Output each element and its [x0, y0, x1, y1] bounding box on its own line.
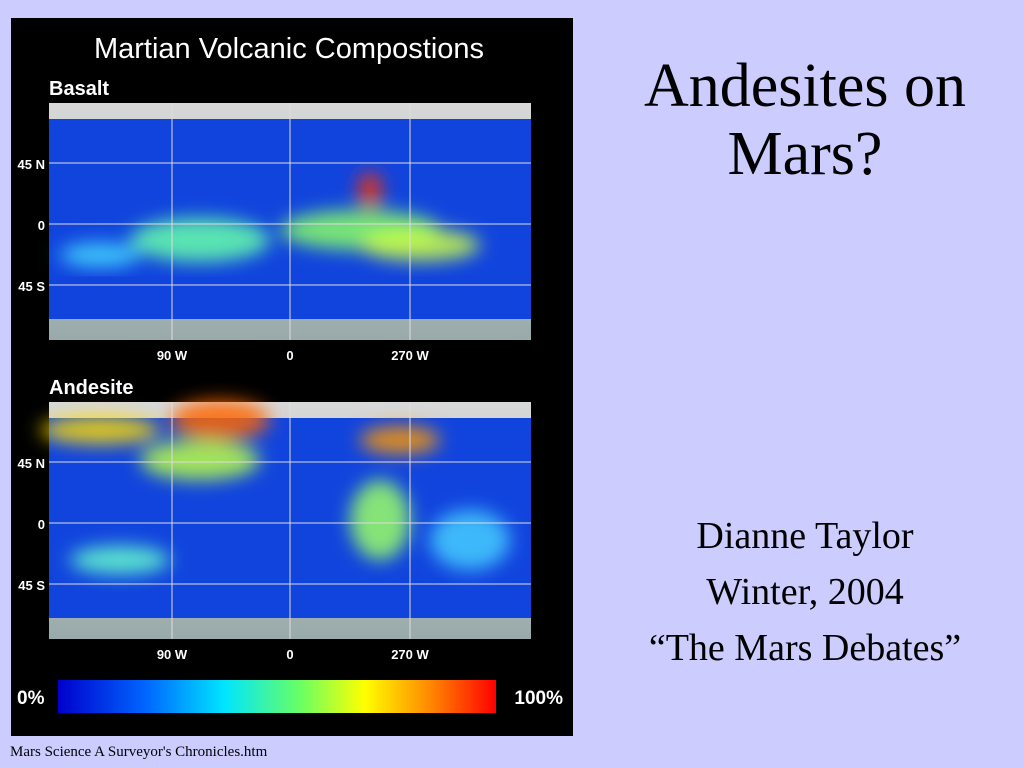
- map-features: [60, 172, 480, 267]
- map: Basalt 45 N 0 45 S 90 W 0 270 W: [18, 78, 531, 363]
- lat-label: 45 N: [18, 157, 45, 172]
- lat-label: 0: [38, 218, 45, 233]
- title-line: Andesites on: [643, 52, 967, 120]
- slide-title: Andesites on Mars?: [590, 52, 1020, 188]
- footer: Mars Science A Surveyor's Chronicles.htm: [10, 744, 268, 760]
- lon-label: 270 W: [391, 348, 429, 363]
- figure-title: Martian Volcanic Compostions: [94, 33, 484, 65]
- map-feature: [40, 416, 160, 444]
- map-feature: [60, 243, 140, 267]
- map-feature: [130, 218, 270, 262]
- title-line: Mars?: [727, 120, 883, 188]
- map-feature: [350, 480, 410, 560]
- figure: Martian Volcanic Compostions Basalt 45 N 0…: [11, 18, 573, 736]
- scale-min: 0%: [17, 688, 45, 709]
- maps: Basalt 45 N 0 45 S 90 W 0 270 W Andesite 45 N 0 45…: [18, 78, 531, 662]
- author: Dianne Taylor: [696, 515, 914, 557]
- subtitle: Dianne Taylor Winter, 2004 “The Mars Deb…: [590, 508, 1020, 676]
- lon-label: 90 W: [157, 647, 188, 662]
- scale-max: 100%: [514, 688, 563, 709]
- lat-label: 45 S: [18, 578, 45, 593]
- map-label: Andesite: [49, 377, 133, 399]
- map-feature: [360, 426, 440, 454]
- lat-label: 45 S: [18, 279, 45, 294]
- lat-label: 0: [38, 517, 45, 532]
- map-feature: [140, 440, 260, 480]
- lat-label: 45 N: [18, 456, 45, 471]
- map-feature: [70, 546, 170, 574]
- lon-label: 90 W: [157, 348, 188, 363]
- lon-label: 270 W: [391, 647, 429, 662]
- map-feature: [430, 510, 510, 570]
- map-feature: [170, 400, 270, 440]
- lon-label: 0: [286, 348, 293, 363]
- map-feature: [360, 229, 480, 261]
- date: Winter, 2004: [706, 571, 904, 613]
- map-features: [40, 400, 510, 574]
- map: Andesite 45 N 0 45 S 90 W 0 270 W: [18, 377, 531, 662]
- map-label: Basalt: [49, 78, 109, 100]
- lon-label: 0: [286, 647, 293, 662]
- course: “The Mars Debates”: [648, 627, 962, 669]
- map-feature: [358, 172, 382, 208]
- color-scale: [58, 680, 496, 713]
